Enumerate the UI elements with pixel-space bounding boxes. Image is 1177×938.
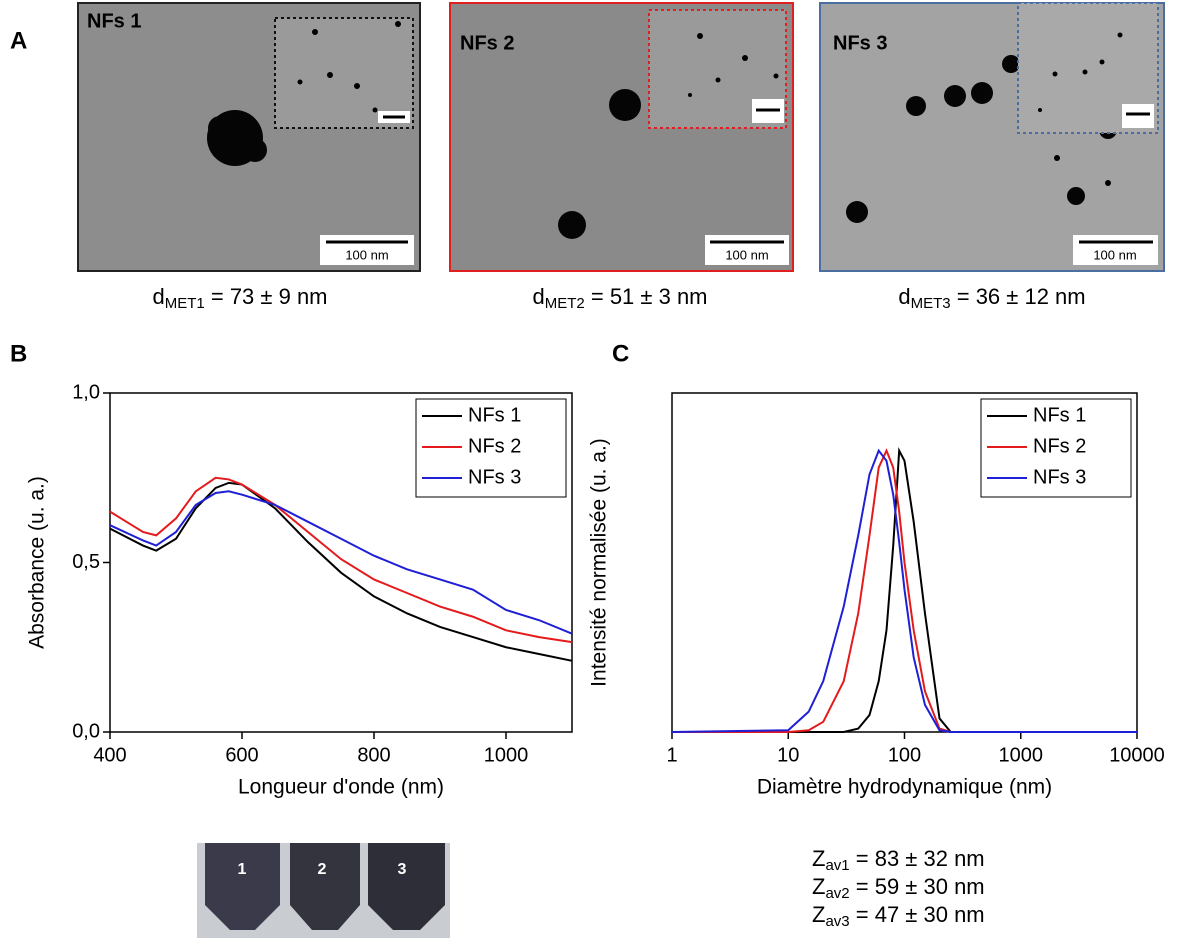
scale-label: 100 nm (725, 247, 768, 262)
zav-sub: av1 (825, 857, 849, 874)
vial-label: 3 (398, 861, 407, 878)
caption-sub: MET1 (165, 295, 205, 312)
series-line (671, 448, 1137, 733)
panel-letter: C (612, 340, 629, 367)
zav-main: Z (812, 846, 825, 871)
caption-sub: MET3 (911, 295, 951, 312)
caption-sub: MET2 (545, 295, 585, 312)
series-line (672, 446, 1137, 733)
caption-main: d (152, 284, 164, 309)
x-tick-label: 1 (666, 744, 677, 766)
y-tick-label: 0,5 (72, 551, 100, 573)
y-axis-title: Intensité normalisée (u. a.) (588, 438, 611, 687)
tem-image (77, 2, 421, 272)
tem-image (449, 2, 794, 272)
series-line (109, 476, 573, 644)
image-label: NFs 2 (460, 32, 514, 54)
legend-label: NFs 1 (1033, 404, 1086, 426)
scale-label: 100 nm (345, 247, 388, 262)
caption-main: d (532, 284, 544, 309)
x-tick-label: 800 (357, 744, 390, 766)
series-line (672, 448, 1137, 733)
x-tick-label: 10 (777, 744, 799, 766)
caption-rest: = 73 ± 9 nm (205, 284, 328, 309)
zav-text: Zav1 = 83 ± 32 nm (812, 846, 985, 874)
caption-main: d (898, 284, 910, 309)
legend-label: NFs 3 (468, 466, 521, 488)
panel-letter: A (10, 27, 27, 54)
zav-sub: av3 (825, 913, 849, 930)
legend-label: NFs 2 (468, 435, 521, 457)
zav-text: Zav3 = 47 ± 30 nm (812, 902, 985, 930)
caption-rest: = 36 ± 12 nm (951, 284, 1086, 309)
legend-label: NFs 2 (1033, 435, 1086, 457)
x-tick-label: 10000 (1109, 744, 1165, 766)
zav-main: Z (812, 874, 825, 899)
series-line (109, 481, 573, 662)
zav-rest: = 47 ± 30 nm (850, 902, 985, 927)
caption: dMET2 = 51 ± 3 nm (532, 284, 707, 312)
zav-main: Z (812, 902, 825, 927)
image-label: NFs 1 (87, 10, 141, 32)
legend-label: NFs 3 (1033, 466, 1086, 488)
vial-label: 2 (318, 861, 327, 878)
x-tick-label: 400 (93, 744, 126, 766)
zav-text: Zav2 = 59 ± 30 nm (812, 874, 985, 902)
x-tick-label: 1000 (999, 744, 1044, 766)
panel-letter: B (10, 340, 27, 367)
zav-sub: av2 (825, 885, 849, 902)
vial-photo (197, 843, 450, 938)
x-tick-label: 100 (888, 744, 921, 766)
tem-image (819, 2, 1165, 272)
vial-label: 1 (238, 861, 247, 878)
zav-rest: = 59 ± 30 nm (850, 874, 985, 899)
x-tick-label: 1000 (484, 744, 529, 766)
zav-rest: = 83 ± 32 nm (850, 846, 985, 871)
y-tick-label: 1,0 (72, 381, 100, 403)
caption: dMET3 = 36 ± 12 nm (898, 284, 1085, 312)
scale-label: 100 nm (1093, 247, 1136, 262)
caption-rest: = 51 ± 3 nm (585, 284, 708, 309)
y-axis-title: Absorbance (u. a.) (26, 476, 49, 649)
legend-label: NFs 1 (468, 404, 521, 426)
x-tick-label: 600 (225, 744, 258, 766)
series-line (109, 490, 573, 635)
x-axis-title: Longueur d'onde (nm) (238, 776, 444, 799)
x-axis-title: Diamètre hydrodynamique (nm) (757, 776, 1052, 799)
image-label: NFs 3 (833, 32, 887, 54)
caption: dMET1 = 73 ± 9 nm (152, 284, 327, 312)
y-tick-label: 0,0 (72, 720, 100, 742)
